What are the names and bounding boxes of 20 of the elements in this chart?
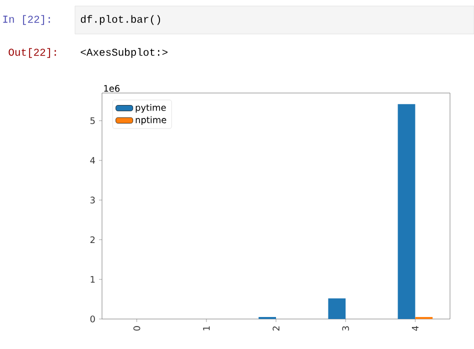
x-tick-label: 0 xyxy=(133,326,140,331)
x-tick-label: 2 xyxy=(272,326,280,331)
text: In [22]: xyxy=(3,15,50,25)
legend-label: pytime xyxy=(136,104,166,113)
bar xyxy=(328,298,346,319)
y-tick-label: 1 xyxy=(90,276,95,283)
y-tick-label: 0 xyxy=(90,316,95,322)
bar xyxy=(398,104,416,319)
y-tick-label: 5 xyxy=(90,117,95,124)
x-tick-label: 4 xyxy=(412,326,418,331)
y-tick-label: 3 xyxy=(90,196,95,204)
text: <AxesSubplot:> xyxy=(80,48,168,58)
text: 1e6 xyxy=(104,85,120,92)
y-tick-label: 2 xyxy=(90,236,95,244)
x-tick-label: 3 xyxy=(342,326,349,331)
x-tick-label: 1 xyxy=(203,326,210,330)
legend-label: nptime xyxy=(136,116,166,125)
y-tick-label: 4 xyxy=(90,157,95,164)
text: df.plot.bar() xyxy=(80,15,160,25)
text: Out[22]: xyxy=(8,48,56,58)
